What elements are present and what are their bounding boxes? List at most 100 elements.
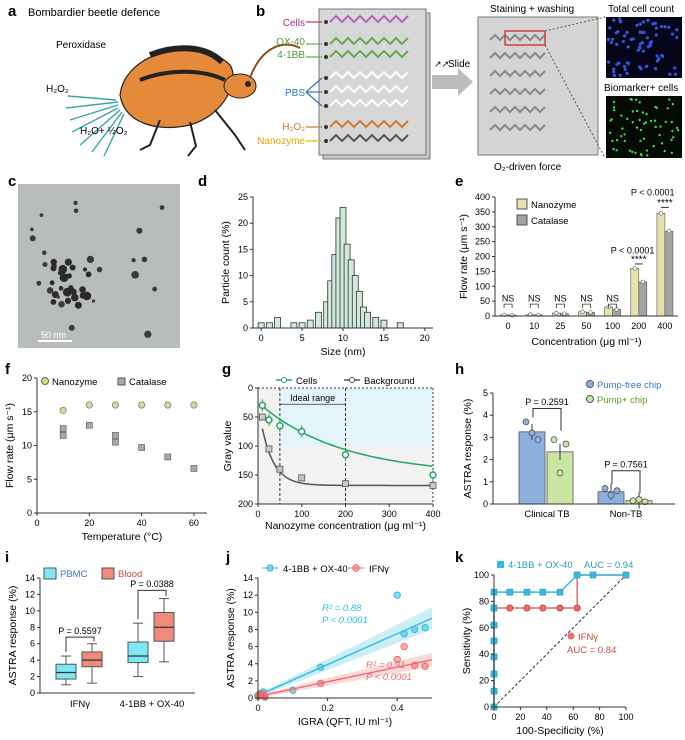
green-cell-dot (675, 126, 679, 130)
processed-chip-channels (489, 33, 546, 132)
roc-point (506, 588, 514, 596)
green-cell-dot (646, 154, 649, 157)
y-tick-label: 0 (248, 383, 253, 393)
blue-cell-dot (646, 18, 650, 22)
label-nanozyme: Nanozyme (257, 136, 305, 147)
astra-point (601, 485, 609, 492)
astra-point (607, 491, 615, 499)
particle (29, 235, 36, 242)
box (127, 641, 149, 664)
h2o2-label: H₂O₂ (46, 84, 69, 95)
green-cell-dot (621, 127, 624, 130)
size-bar (396, 322, 404, 329)
blue-cell-dot (637, 45, 642, 49)
green-cell-dot (670, 151, 674, 155)
x-axis-label: IGRA (QFT, IU ml⁻¹) (298, 716, 392, 728)
roc-point (539, 604, 547, 612)
label-41bb: 4-1BB (277, 50, 305, 61)
x-tick-label: 0 (491, 712, 496, 722)
y-tick-label: 20 (238, 218, 248, 228)
flow-point (666, 229, 672, 234)
peroxidase-label: Peroxidase (56, 40, 106, 51)
flow-point (580, 309, 585, 314)
astra-point (562, 440, 570, 448)
blue-cell-dot (623, 67, 627, 71)
x-tick-label: 20 (420, 333, 430, 343)
x-tick-label: 0.2 (321, 703, 334, 713)
y-tick-label: 8 (248, 624, 253, 634)
flow-point (632, 266, 637, 271)
particle (71, 293, 79, 302)
x-tick-label: 60 (568, 712, 578, 722)
legend-swatch (43, 567, 57, 580)
x-tick-label: 60 (189, 518, 199, 528)
green-cell-dot (676, 128, 680, 132)
y-tick-label: 4 (248, 659, 253, 669)
y-tick-label: 200 (238, 499, 253, 509)
nanozyme-point (59, 406, 67, 414)
r2-label: R² = 0.88 (322, 603, 362, 614)
x-tick-label: 100 (294, 509, 309, 519)
blue-cell-dot (651, 22, 655, 26)
y-tick-label: 20 (22, 373, 32, 383)
green-cell-dot (635, 109, 639, 113)
legend-marker (497, 561, 504, 568)
particle (57, 270, 63, 276)
green-cell-dot (658, 133, 661, 137)
x-tick-label: 300 (382, 509, 397, 519)
blue-cell-dot (616, 30, 620, 34)
green-cell-dot (671, 129, 674, 133)
particle (51, 263, 57, 269)
particle (46, 287, 54, 294)
ns-label: NS (502, 294, 515, 304)
green-cell-dot (623, 139, 626, 143)
y-tick-label: 400 (475, 192, 490, 202)
stars-200: **** (631, 254, 647, 265)
legend-label: IFNγ (578, 632, 598, 643)
particle (74, 301, 82, 309)
flow-bar (638, 281, 648, 317)
particle (36, 280, 42, 286)
x-tick-label: 200 (338, 509, 353, 519)
blue-cell-dot (636, 48, 640, 52)
roc-point (556, 604, 564, 612)
chart-h: Clinical TB Non-TB 0 1 2 3 4 5 ASTRA response (%… (462, 380, 675, 520)
x-tick-label: 200 (631, 321, 646, 331)
x-tick-label: 400 (657, 321, 672, 331)
panel-letter-g: g (222, 361, 231, 378)
green-cell-dot (620, 134, 623, 138)
green-cell-dot (653, 119, 657, 122)
roc-point (573, 604, 581, 612)
total-count-label: Total cell count (608, 4, 674, 15)
background-point (276, 465, 284, 473)
green-cell-dot (613, 109, 616, 112)
particle (152, 286, 158, 292)
blue-cell-dot (618, 73, 622, 77)
cells-point (341, 450, 350, 459)
blue-cell-dot (615, 42, 619, 46)
size-bar (306, 319, 314, 329)
blue-cell-dot (626, 45, 630, 49)
blue-cell-dot (673, 66, 677, 70)
green-cell-dot (639, 139, 642, 143)
y-tick-label: 0 (248, 693, 253, 703)
roc-point (622, 571, 630, 579)
legend-label: Blood (118, 569, 142, 580)
slide-arrow-icon: ↗↗ (434, 59, 449, 69)
blue-cell-dot (612, 67, 616, 71)
catalase-point (59, 425, 67, 432)
y-tick-label: 12 (243, 590, 253, 600)
blue-cell-dot (668, 72, 672, 76)
background-point (298, 474, 306, 482)
blue-cell-dot (629, 37, 633, 41)
x-tick-label: 0 (255, 703, 260, 713)
particle (58, 286, 64, 291)
particle (79, 286, 86, 293)
x-tick-label: 40 (137, 518, 147, 528)
green-cell-dot (608, 131, 612, 135)
blue-cell-dot (657, 57, 661, 61)
background-point (342, 480, 349, 488)
x-tick-label: Non-TB (610, 509, 643, 520)
blue-cell-dot (625, 30, 629, 35)
